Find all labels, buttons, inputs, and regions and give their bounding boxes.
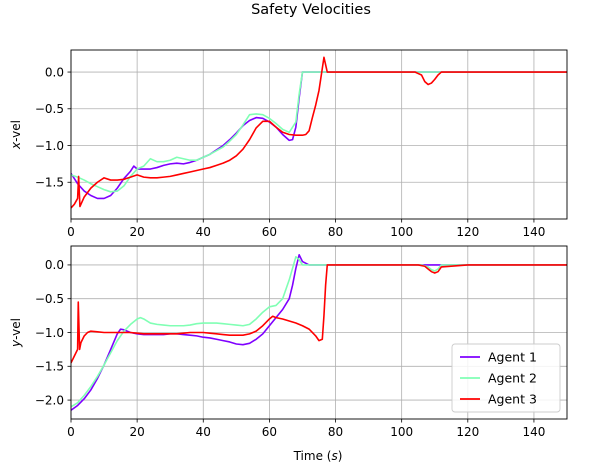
top-grid bbox=[70, 50, 567, 219]
chart-title: Safety Velocities bbox=[251, 2, 371, 18]
x-tick-label: 60 bbox=[262, 425, 277, 439]
y-tick-label: −1.5 bbox=[35, 360, 64, 374]
y-tick-label: 0.0 bbox=[45, 258, 64, 272]
x-axis-label: Time (s) bbox=[293, 449, 343, 463]
x-tick-label: 140 bbox=[522, 225, 545, 239]
legend-box bbox=[451, 343, 561, 413]
y-tick-label: −1.5 bbox=[35, 176, 64, 190]
top-y-label-rest: -vel bbox=[9, 120, 23, 142]
x-tick-label: 80 bbox=[328, 425, 343, 439]
x-tick-label: 0 bbox=[67, 225, 75, 239]
bottom-series-lines bbox=[71, 253, 567, 411]
y-tick-label: −0.5 bbox=[35, 102, 64, 116]
x-tick-label: 140 bbox=[522, 425, 545, 439]
top-y-ticks: 0.0 −0.5 −1.0 −1.5 bbox=[35, 65, 71, 190]
legend-entry-label: Agent 2 bbox=[488, 371, 537, 386]
y-tick-label: 0.0 bbox=[45, 65, 64, 79]
legend-entry-label: Agent 3 bbox=[488, 392, 537, 407]
x-tick-label: 120 bbox=[456, 425, 479, 439]
bottom-y-ticks: 0.0 −0.5 −1.0 −1.5 −2.0 bbox=[35, 258, 71, 407]
x-axis-label-var: s bbox=[331, 449, 337, 463]
top-y-label: x-vel bbox=[9, 120, 23, 150]
legend: Agent 1 Agent 2 Agent 3 bbox=[451, 343, 561, 413]
x-tick-label: 60 bbox=[262, 225, 277, 239]
bottom-y-label-var: y bbox=[9, 339, 23, 348]
x-tick-label: 100 bbox=[390, 225, 413, 239]
bottom-y-label-rest: -vel bbox=[9, 318, 23, 340]
y-tick-label: −1.0 bbox=[35, 326, 64, 340]
x-tick-label: 40 bbox=[196, 225, 211, 239]
x-tick-label: 100 bbox=[390, 425, 413, 439]
legend-entry-label: Agent 1 bbox=[488, 350, 537, 365]
x-tick-label: 20 bbox=[129, 225, 144, 239]
x-tick-label: 120 bbox=[456, 225, 479, 239]
x-tick-label: 80 bbox=[328, 225, 343, 239]
top-axes-frame bbox=[70, 49, 568, 220]
top-y-label-var: x bbox=[9, 141, 23, 150]
y-tick-label: −2.0 bbox=[35, 393, 64, 407]
x-axis-label-main: Time ( bbox=[293, 449, 332, 463]
x-tick-label: 0 bbox=[67, 425, 75, 439]
x-tick-label: 40 bbox=[196, 425, 211, 439]
x-tick-label: 20 bbox=[129, 425, 144, 439]
top-x-ticks: 0 20 40 60 80 100 120 140 bbox=[67, 219, 545, 239]
y-tick-label: −1.0 bbox=[35, 139, 64, 153]
x-axis-label-end: ) bbox=[338, 449, 343, 463]
panel-x-velocity: 0 20 40 60 80 100 120 140 0.0 −0.5 −1.0 −1.5 x-vel bbox=[9, 49, 568, 239]
series-line-agent-3 bbox=[71, 56, 567, 209]
series-line-agent-3 bbox=[71, 264, 567, 364]
panel-y-velocity: 0 20 40 60 80 100 120 140 0.0 −0.5 −1.0 −1.5 −2.0 y… bbox=[9, 245, 568, 439]
bottom-y-label: y-vel bbox=[9, 318, 23, 348]
y-tick-label: −0.5 bbox=[35, 292, 64, 306]
top-series-lines bbox=[71, 56, 567, 209]
bottom-x-ticks: 0 20 40 60 80 100 120 140 bbox=[67, 419, 545, 439]
